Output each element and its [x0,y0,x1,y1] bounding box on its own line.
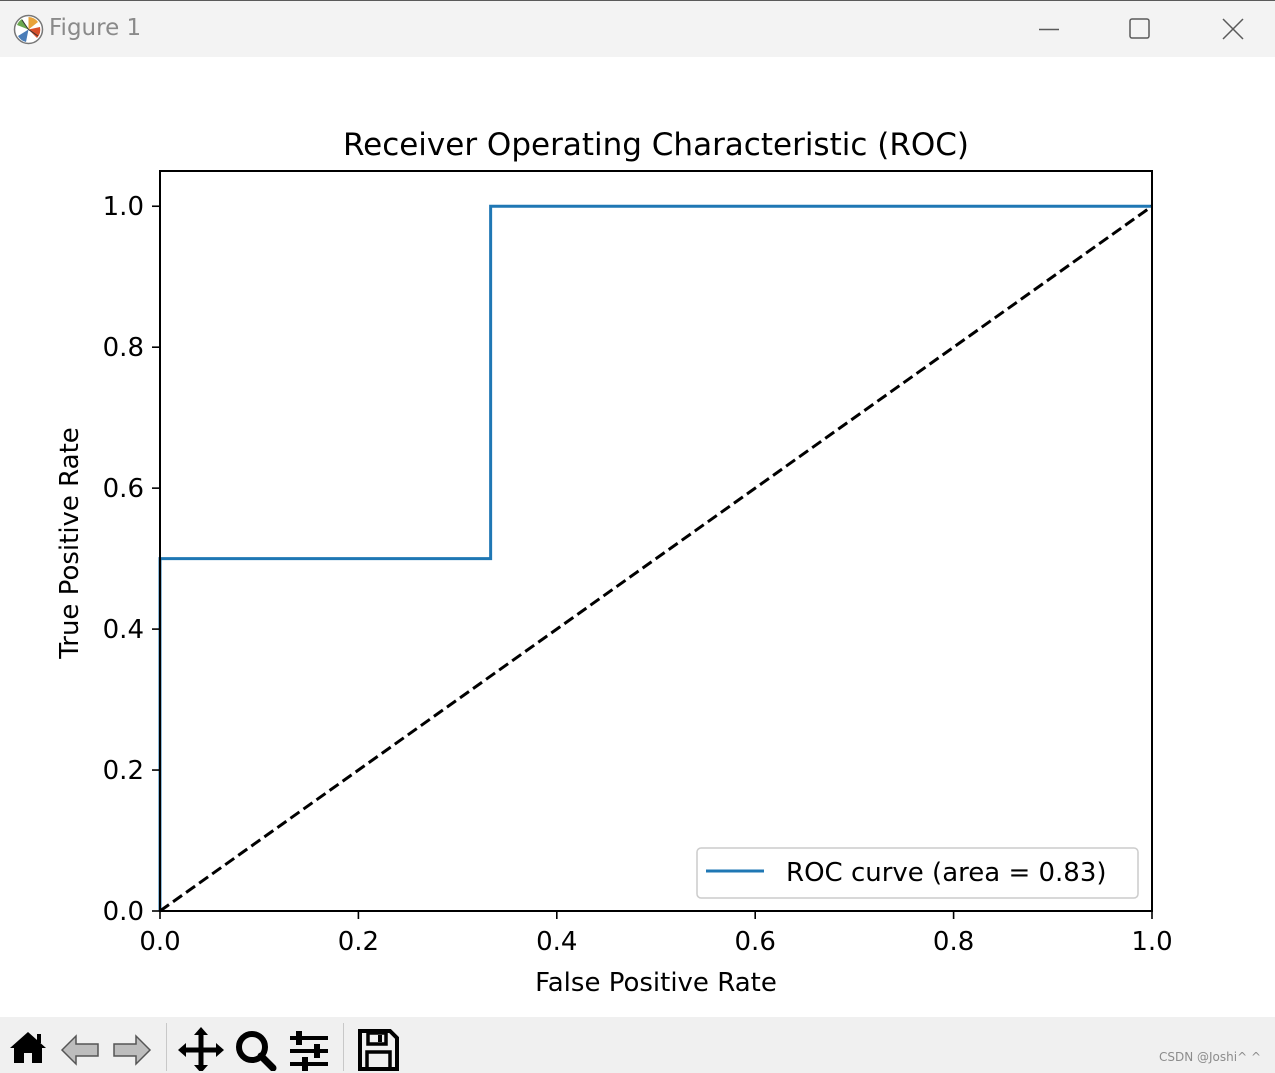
plot-area [158,204,1153,913]
watermark-text: CSDN @Joshi^ ^ [1158,1050,1261,1064]
x-tick-label: 0.0 [139,927,180,957]
x-axis-label: False Positive Rate [535,968,777,998]
chart-title: Receiver Operating Characteristic (ROC) [343,127,969,163]
zoom-button[interactable] [231,1023,279,1071]
y-tick-label: 0.0 [103,897,144,927]
axes-frame [159,170,1153,912]
y-axis-label: True Positive Rate [55,427,85,660]
toolbar-separator [343,1023,344,1071]
x-tick-label: 0.8 [933,927,974,957]
window-title: Figure 1 [49,15,142,41]
forward-button[interactable] [108,1023,156,1071]
roc-chart: Receiver Operating Characteristic (ROC) … [55,127,1173,998]
y-tick-label: 0.6 [103,474,144,504]
maximize-button[interactable] [1094,1,1184,58]
y-tick-label: 0.8 [103,333,144,363]
save-button[interactable] [354,1023,402,1071]
toolbar-separator [166,1023,167,1071]
back-arrow-icon [60,1034,99,1066]
legend: ROC curve (area = 0.83) [696,847,1139,899]
minimize-icon [1039,28,1059,31]
minimize-button[interactable] [1004,1,1094,58]
x-tick-label: 0.4 [536,927,577,957]
y-tick-label: 0.2 [103,756,144,786]
y-tick-label: 0.4 [103,615,144,645]
close-button[interactable] [1187,1,1275,58]
forward-arrow-icon [113,1034,152,1066]
configure-subplots-icon [290,1031,328,1071]
legend-frame [696,847,1139,899]
x-tick-label: 0.6 [735,927,776,957]
home-button[interactable] [4,1023,52,1071]
back-button[interactable] [56,1023,104,1071]
zoom-magnifier-icon [236,1031,277,1071]
matplotlib-logo-icon [13,14,44,45]
maximize-icon [1129,18,1150,39]
navigation-toolbar: CSDN @Joshi^ ^ [0,1017,1275,1073]
pan-button[interactable] [177,1023,225,1071]
pan-move-icon [178,1027,224,1071]
configure-subplots-button[interactable] [285,1023,333,1071]
save-disk-icon [358,1029,399,1071]
chance-diagonal-line [159,205,1153,913]
figure-canvas[interactable]: Receiver Operating Characteristic (ROC) … [0,57,1275,1017]
axes: 0.0 0.2 0.4 0.6 0.8 1.0 0.0 0.2 0.4 0.6 0.8 1.0 [103,170,1173,957]
close-icon [1222,18,1244,40]
y-tick-label: 1.0 [103,192,144,222]
x-tick-label: 1.0 [1131,927,1172,957]
title-bar: Figure 1 [0,0,1275,57]
home-icon [10,1032,46,1063]
x-tick-label: 0.2 [338,927,379,957]
legend-label: ROC curve (area = 0.83) [786,858,1107,888]
